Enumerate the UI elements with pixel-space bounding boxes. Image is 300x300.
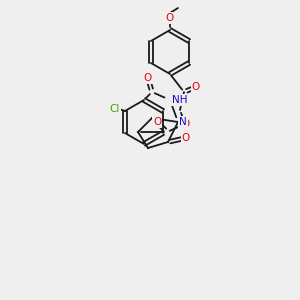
Text: O: O	[182, 133, 190, 143]
Text: N: N	[179, 117, 187, 127]
Text: O: O	[166, 13, 174, 23]
Text: O: O	[181, 119, 189, 129]
Text: O: O	[144, 73, 152, 83]
Text: Cl: Cl	[110, 104, 120, 114]
Text: O: O	[153, 117, 161, 127]
Text: O: O	[192, 82, 200, 92]
Text: NH: NH	[172, 95, 188, 105]
